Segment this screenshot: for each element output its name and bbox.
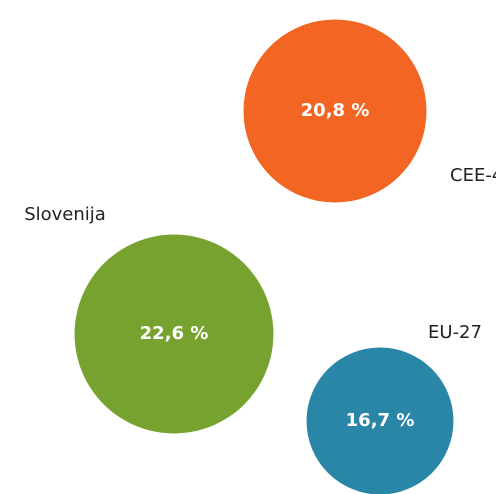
- bubble: [243, 19, 427, 203]
- category-label: EU-27: [428, 322, 482, 343]
- value-label: 20,8 %: [301, 100, 370, 121]
- value-label: 16,7 %: [346, 410, 415, 431]
- category-label: Slovenija: [24, 204, 106, 225]
- category-label: CEE-4: [450, 165, 496, 186]
- bubble: [74, 234, 274, 434]
- value-label: 22,6 %: [140, 323, 209, 344]
- bubble: [306, 347, 454, 494]
